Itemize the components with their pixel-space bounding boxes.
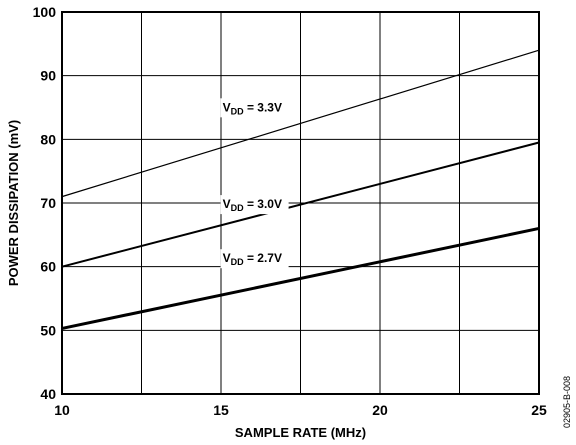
series-label: VDD = 2.7V (223, 251, 282, 267)
series-line (61, 141, 540, 268)
x-tick-label: 15 (213, 402, 229, 418)
y-tick-label: 50 (40, 322, 56, 338)
x-tick-label: 10 (54, 402, 70, 418)
y-tick-label: 100 (33, 4, 57, 20)
tick-labels: 10 15 20 25 40 50 60 70 80 90 100 (33, 4, 547, 418)
y-axis-title: POWER DISSIPATION (mV) (6, 120, 21, 286)
x-tick-label: 25 (531, 402, 547, 418)
y-tick-label: 60 (40, 259, 56, 275)
y-tick-label: 70 (40, 195, 56, 211)
series-line (61, 226, 540, 330)
series-label: VDD = 3.0V (223, 197, 282, 213)
series-label-background (220, 98, 289, 118)
y-tick-label: 40 (40, 386, 56, 402)
y-tick-label: 80 (40, 131, 56, 147)
x-tick-label: 20 (372, 402, 388, 418)
series-line (61, 49, 540, 198)
series-label: VDD = 3.3V (223, 100, 282, 116)
series-lines (61, 49, 540, 330)
series-label-background (220, 249, 289, 269)
plot-frame (61, 11, 540, 395)
x-axis-title: SAMPLE RATE (MHz) (235, 425, 366, 440)
figure-id: 02905-B-008 (562, 376, 572, 428)
series-labels: VDD = 3.3V VDD = 3.0V VDD = 2.7V (220, 98, 289, 269)
grid (61, 11, 540, 395)
y-tick-label: 90 (40, 68, 56, 84)
series-label-background (220, 195, 289, 215)
